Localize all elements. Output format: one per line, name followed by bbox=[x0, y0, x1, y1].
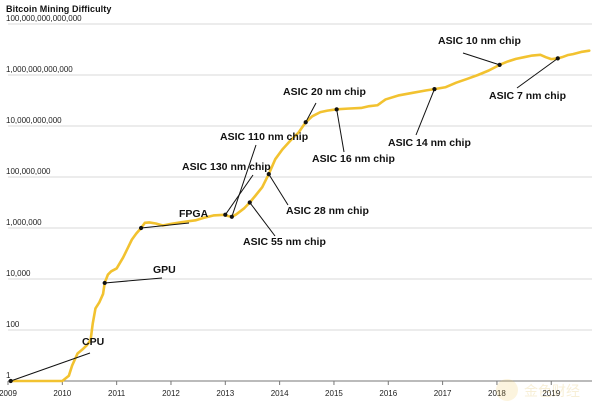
chart-title: Bitcoin Mining Difficulty bbox=[6, 4, 112, 14]
watermark: 金色财经 bbox=[496, 379, 580, 401]
annotation-marker bbox=[303, 120, 308, 125]
watermark-logo-icon bbox=[496, 379, 518, 401]
chip-annotations: CPU GPU FPGA ASIC 130 nm chip ASIC 110 nm ch… bbox=[8, 35, 566, 384]
y-tick-label: 1 bbox=[6, 371, 11, 380]
x-tick-label: 2014 bbox=[271, 389, 289, 398]
y-tick-label: 10,000,000,000 bbox=[6, 116, 62, 125]
annotation-label: ASIC 20 nm chip bbox=[283, 86, 366, 98]
annotation-marker bbox=[102, 280, 107, 286]
annotation-label: ASIC 28 nm chip bbox=[286, 205, 369, 217]
annotation-label: ASIC 10 nm chip bbox=[438, 35, 521, 47]
x-tick-label: 2017 bbox=[434, 389, 452, 398]
annotation-label: ASIC 14 nm chip bbox=[388, 137, 471, 149]
x-tick-label: 2010 bbox=[53, 389, 71, 398]
annotation-marker bbox=[138, 225, 144, 231]
y-tick-label: 100,000,000,000,000 bbox=[6, 14, 82, 23]
x-tick-label: 2011 bbox=[108, 389, 126, 398]
annotation-leader-line bbox=[231, 144, 257, 217]
annotation-marker bbox=[555, 56, 560, 61]
annotation-marker bbox=[432, 86, 437, 92]
watermark-text: 金色财经 bbox=[524, 383, 580, 399]
annotation-label: ASIC 7 nm chip bbox=[489, 90, 566, 102]
axes: 1 100 10,000 1,000,000 100,000,000 10,000,000… bbox=[0, 14, 561, 398]
annotation-label: ASIC 110 nm chip bbox=[220, 131, 308, 143]
y-tick-label: 1,000,000 bbox=[6, 218, 42, 227]
y-tick-label: 10,000 bbox=[6, 269, 31, 278]
annotation-leader-line bbox=[305, 102, 317, 123]
x-tick-label: 2013 bbox=[216, 389, 234, 398]
annotation-leader-line bbox=[415, 88, 435, 136]
annotation-leader-line bbox=[516, 57, 559, 89]
annotation-label: ASIC 130 nm chip bbox=[182, 161, 271, 173]
annotation-leader-line bbox=[249, 202, 276, 237]
annotation-label: ASIC 16 nm chip bbox=[312, 153, 395, 165]
x-tick-label: 2012 bbox=[162, 389, 180, 398]
annotation-marker bbox=[334, 107, 339, 112]
x-tick-label: 2018 bbox=[488, 389, 506, 398]
grid-lines bbox=[8, 23, 592, 382]
y-tick-label: 100,000,000 bbox=[6, 167, 51, 176]
y-tick-label: 100 bbox=[6, 320, 20, 329]
annotation-label: ASIC 55 nm chip bbox=[243, 236, 326, 248]
annotation-label: FPGA bbox=[179, 208, 209, 220]
x-tick-label: 2016 bbox=[379, 389, 397, 398]
x-tick-label: 2009 bbox=[0, 389, 17, 398]
annotation-leader-line bbox=[336, 109, 345, 153]
annotation-leader-line bbox=[104, 277, 163, 284]
annotation-marker bbox=[229, 214, 234, 219]
annotation-marker bbox=[497, 62, 502, 67]
y-tick-label: 1,000,000,000,000 bbox=[6, 65, 73, 74]
annotation-label: CPU bbox=[82, 336, 104, 348]
annotation-leader-line bbox=[462, 52, 500, 66]
x-tick-label: 2015 bbox=[325, 389, 343, 398]
annotation-marker bbox=[223, 212, 228, 217]
annotation-leader-line bbox=[268, 173, 289, 206]
x-tick-label: 2019 bbox=[542, 389, 560, 398]
annotation-label: GPU bbox=[153, 264, 176, 276]
annotation-marker bbox=[8, 378, 13, 384]
annotation-leader-line bbox=[141, 222, 190, 229]
annotation-marker bbox=[266, 171, 271, 177]
annotation-leader-line bbox=[10, 352, 91, 382]
annotation-marker bbox=[247, 200, 252, 205]
